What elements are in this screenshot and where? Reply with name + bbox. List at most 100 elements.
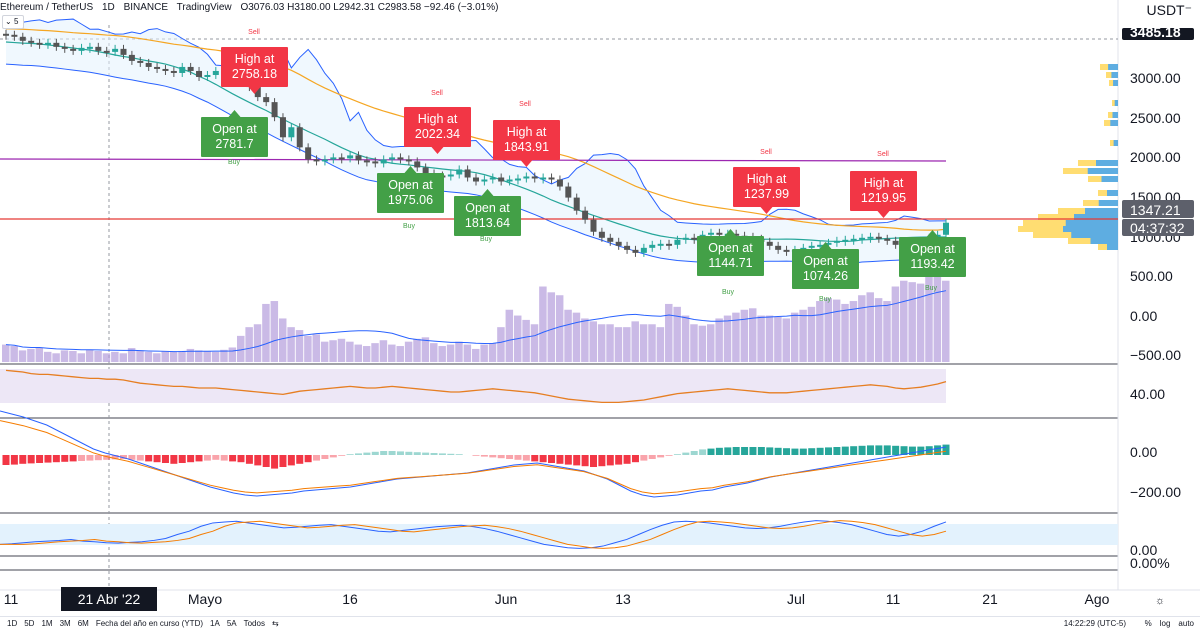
volume-bar — [849, 301, 858, 362]
signal-sell: Sell — [519, 101, 531, 108]
macd-histogram-bar — [153, 455, 161, 463]
volume-bar — [77, 353, 86, 362]
volume-bar — [908, 282, 916, 362]
macd-histogram-bar — [111, 455, 119, 460]
macd-histogram-bar — [850, 446, 858, 455]
range-button-4[interactable]: 6M — [77, 619, 89, 628]
range-button-1[interactable]: 5D — [24, 619, 35, 628]
volume-profile-bar — [1063, 226, 1118, 232]
macd-histogram-bar — [279, 455, 287, 467]
volume-bar — [564, 309, 572, 362]
candle-body — [640, 247, 647, 253]
candle-body — [607, 237, 614, 242]
signal-sell: Sell — [877, 151, 889, 158]
volume-profile-bar — [1114, 100, 1118, 106]
volume-bar — [631, 321, 639, 362]
signal-buy: Buy — [403, 223, 416, 230]
macd-histogram-bar — [480, 455, 488, 457]
volume-bar — [228, 347, 237, 362]
scale-option-auto[interactable]: auto — [1178, 619, 1194, 628]
macd-histogram-bar — [573, 455, 581, 466]
annotation-text: 1144.71 — [708, 256, 752, 270]
volume-bar — [925, 272, 933, 362]
annotation-text: Open at — [910, 242, 955, 256]
macd-histogram-bar — [631, 455, 639, 463]
volume-bar — [681, 315, 690, 362]
candle-body — [514, 178, 521, 181]
signal-sell: Sell — [760, 149, 772, 156]
price-tag — [1122, 200, 1194, 218]
volume-profile-bar — [1096, 160, 1118, 166]
time-tick-label: Jul — [787, 591, 805, 607]
volume-bar — [237, 335, 245, 362]
macd-histogram-bar — [741, 447, 749, 455]
range-button-5[interactable]: Fecha del año en curso (YTD) — [95, 619, 204, 628]
volume-bar — [413, 338, 421, 362]
scale-option-%[interactable]: % — [1144, 619, 1152, 628]
candle-body — [3, 33, 9, 36]
volume-bar — [698, 325, 707, 362]
scale-option-log[interactable]: log — [1159, 619, 1171, 628]
macd-histogram-bar — [313, 455, 321, 461]
macd-histogram-bar — [581, 455, 589, 467]
volume-bar — [463, 344, 472, 362]
range-button-0[interactable]: 1D — [7, 619, 18, 628]
annotation-text: Open at — [708, 241, 753, 255]
range-button-3[interactable]: 3M — [59, 619, 71, 628]
candle-body — [565, 186, 572, 198]
volume-bar — [388, 344, 396, 362]
candle-body — [95, 46, 102, 51]
range-button-7[interactable]: 5A — [226, 619, 237, 628]
indicators-toggle[interactable]: ⌄ 5 — [2, 15, 24, 29]
macd-histogram-bar — [405, 451, 413, 455]
volume-bar — [10, 346, 18, 362]
volume-bar — [18, 350, 27, 362]
settings-icon: ☼ — [1155, 595, 1165, 607]
interval-label[interactable]: 1D — [101, 2, 115, 13]
candle-body — [380, 159, 387, 164]
candle-body — [288, 127, 295, 138]
volume-bar — [2, 344, 10, 362]
volume-bar — [505, 309, 514, 362]
macd-histogram-bar — [229, 455, 237, 462]
macd-histogram-bar — [254, 455, 262, 466]
volume-bar — [891, 286, 900, 362]
macd-histogram-bar — [355, 453, 362, 455]
candle-body — [590, 219, 597, 232]
macd-histogram-bar — [942, 444, 950, 455]
date-range-icon[interactable]: ⇆ — [271, 619, 279, 628]
candle-body — [867, 236, 874, 239]
volume-bar — [136, 350, 144, 362]
volume-bar — [480, 344, 488, 362]
price-tick-label: 500.00 — [1130, 268, 1173, 284]
clock-readout[interactable]: 14:22:29 (UTC-5) — [1063, 619, 1126, 628]
candle-body — [447, 174, 454, 177]
currency-unit[interactable]: USDT⁻ — [1146, 2, 1193, 18]
macd-histogram-bar — [346, 454, 354, 455]
macd-histogram-bar — [514, 455, 522, 460]
candle-body — [892, 240, 899, 245]
candle-body — [691, 237, 698, 240]
macd-histogram-bar — [908, 446, 916, 455]
volume-profile-bar — [1090, 238, 1118, 244]
candle-body — [11, 34, 18, 37]
range-button-6[interactable]: 1A — [210, 619, 220, 628]
macd-histogram-bar — [522, 455, 530, 461]
candle-body — [154, 66, 161, 69]
macd-histogram-bar — [128, 455, 136, 460]
signal-buy: Buy — [925, 285, 938, 292]
annotation-text: High at — [864, 176, 904, 190]
macd-histogram-bar — [648, 455, 656, 459]
annotation-text: Open at — [388, 178, 433, 192]
symbol-name[interactable]: Ethereum / TetherUS — [0, 2, 94, 13]
price-tag — [1122, 219, 1194, 236]
time-tick-label: Mayo — [188, 591, 222, 607]
range-button-2[interactable]: 1M — [41, 619, 53, 628]
macd-histogram-bar — [749, 447, 757, 455]
volume-bar — [253, 324, 262, 362]
annotation-text: 1843.91 — [504, 140, 549, 154]
range-button-8[interactable]: Todos — [243, 619, 265, 628]
